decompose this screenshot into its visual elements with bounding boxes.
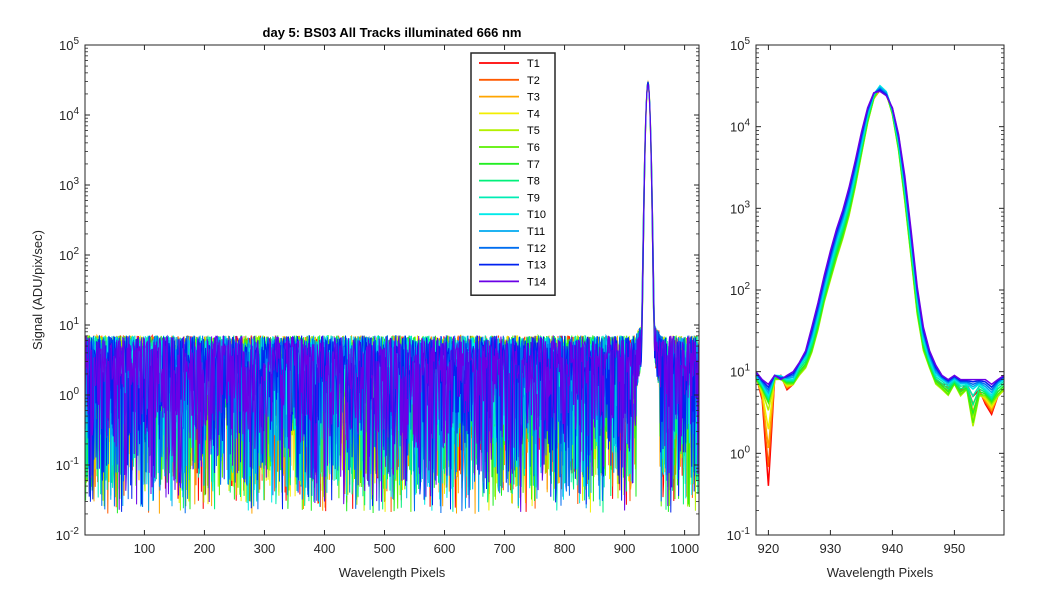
zoom-peak-panel: 920 930 940 950 10-1 100 101 102 103 104 105 Wave… xyxy=(727,36,1005,580)
zoom-x-ticks: 920 930 940 950 xyxy=(758,45,966,556)
legend-label-T2: T2 xyxy=(527,75,540,87)
main-x-tick-label: 500 xyxy=(374,541,396,556)
main-x-tick-label: 400 xyxy=(314,541,336,556)
zoom-y-tick-label: 103 xyxy=(730,199,750,216)
zoom-y-tick-label: 100 xyxy=(730,444,750,461)
main-y-tick-label: 105 xyxy=(59,36,79,53)
legend-label-T3: T3 xyxy=(527,92,540,104)
legend-label-T4: T4 xyxy=(527,108,540,120)
main-x-ticks: 100 200 300 400 500 600 700 800 900 1000 xyxy=(134,45,699,556)
main-spectrum-panel: 100 200 300 400 500 600 700 800 900 1000 10-2 10-1… xyxy=(30,25,700,580)
main-y-tick-label: 10-1 xyxy=(56,456,80,473)
zoom-x-tick-label: 940 xyxy=(882,541,904,556)
legend-label-T9: T9 xyxy=(527,192,540,204)
main-x-tick-label: 1000 xyxy=(670,541,699,556)
zoom-y-tick-label: 105 xyxy=(730,36,750,53)
main-y-axis-label: Signal (ADU/pix/sec) xyxy=(30,230,45,350)
legend-label-T6: T6 xyxy=(527,142,540,154)
main-y-tick-label: 10-2 xyxy=(56,526,80,543)
legend-label-T10: T10 xyxy=(527,209,546,221)
zoom-series-line-T14 xyxy=(755,90,1005,386)
zoom-y-ticks: 10-1 100 101 102 103 104 105 xyxy=(727,36,1004,543)
zoom-y-tick-label: 10-1 xyxy=(727,526,751,543)
main-x-tick-label: 100 xyxy=(134,541,156,556)
legend-label-T5: T5 xyxy=(527,125,540,137)
legend: T1 T2 T3 T4 T5 T6 T7 T8 T9 T10 T11 T12 T13 T14 xyxy=(470,52,556,296)
main-x-axis-label: Wavelength Pixels xyxy=(339,565,446,580)
zoom-y-tick-label: 104 xyxy=(730,118,750,135)
zoom-y-tick-label: 101 xyxy=(730,363,750,380)
main-y-tick-label: 102 xyxy=(59,246,79,263)
legend-label-T14: T14 xyxy=(527,276,546,288)
legend-label-T1: T1 xyxy=(527,58,540,70)
main-title: day 5: BS03 All Tracks illuminated 666 n… xyxy=(263,25,522,40)
legend-label-T8: T8 xyxy=(527,176,540,188)
legend-label-T12: T12 xyxy=(527,243,546,255)
main-y-tick-label: 100 xyxy=(59,386,79,403)
zoom-x-tick-label: 950 xyxy=(944,541,966,556)
main-x-tick-label: 300 xyxy=(254,541,276,556)
main-y-tick-label: 101 xyxy=(59,316,79,333)
zoom-x-tick-label: 930 xyxy=(820,541,842,556)
main-x-tick-label: 900 xyxy=(614,541,636,556)
main-x-tick-label: 200 xyxy=(194,541,216,556)
main-y-ticks: 10-2 10-1 100 101 102 103 104 105 xyxy=(56,36,699,543)
legend-label-T13: T13 xyxy=(527,260,546,272)
zoom-series-lines xyxy=(755,84,1005,486)
main-y-tick-label: 104 xyxy=(59,106,79,123)
main-plot-frame xyxy=(84,44,700,536)
main-y-tick-label: 103 xyxy=(59,176,79,193)
main-x-tick-label: 600 xyxy=(434,541,456,556)
main-x-tick-label: 800 xyxy=(554,541,576,556)
zoom-x-tick-label: 920 xyxy=(758,541,780,556)
legend-label-T7: T7 xyxy=(527,159,540,171)
zoom-plot-area xyxy=(756,45,1004,535)
main-series-lines xyxy=(84,79,700,514)
zoom-x-axis-label: Wavelength Pixels xyxy=(827,565,934,580)
legend-box xyxy=(470,52,556,296)
main-series-line-T14 xyxy=(84,84,700,512)
legend-label-T11: T11 xyxy=(527,226,545,238)
main-x-tick-label: 700 xyxy=(494,541,516,556)
zoom-y-tick-label: 102 xyxy=(730,281,750,298)
